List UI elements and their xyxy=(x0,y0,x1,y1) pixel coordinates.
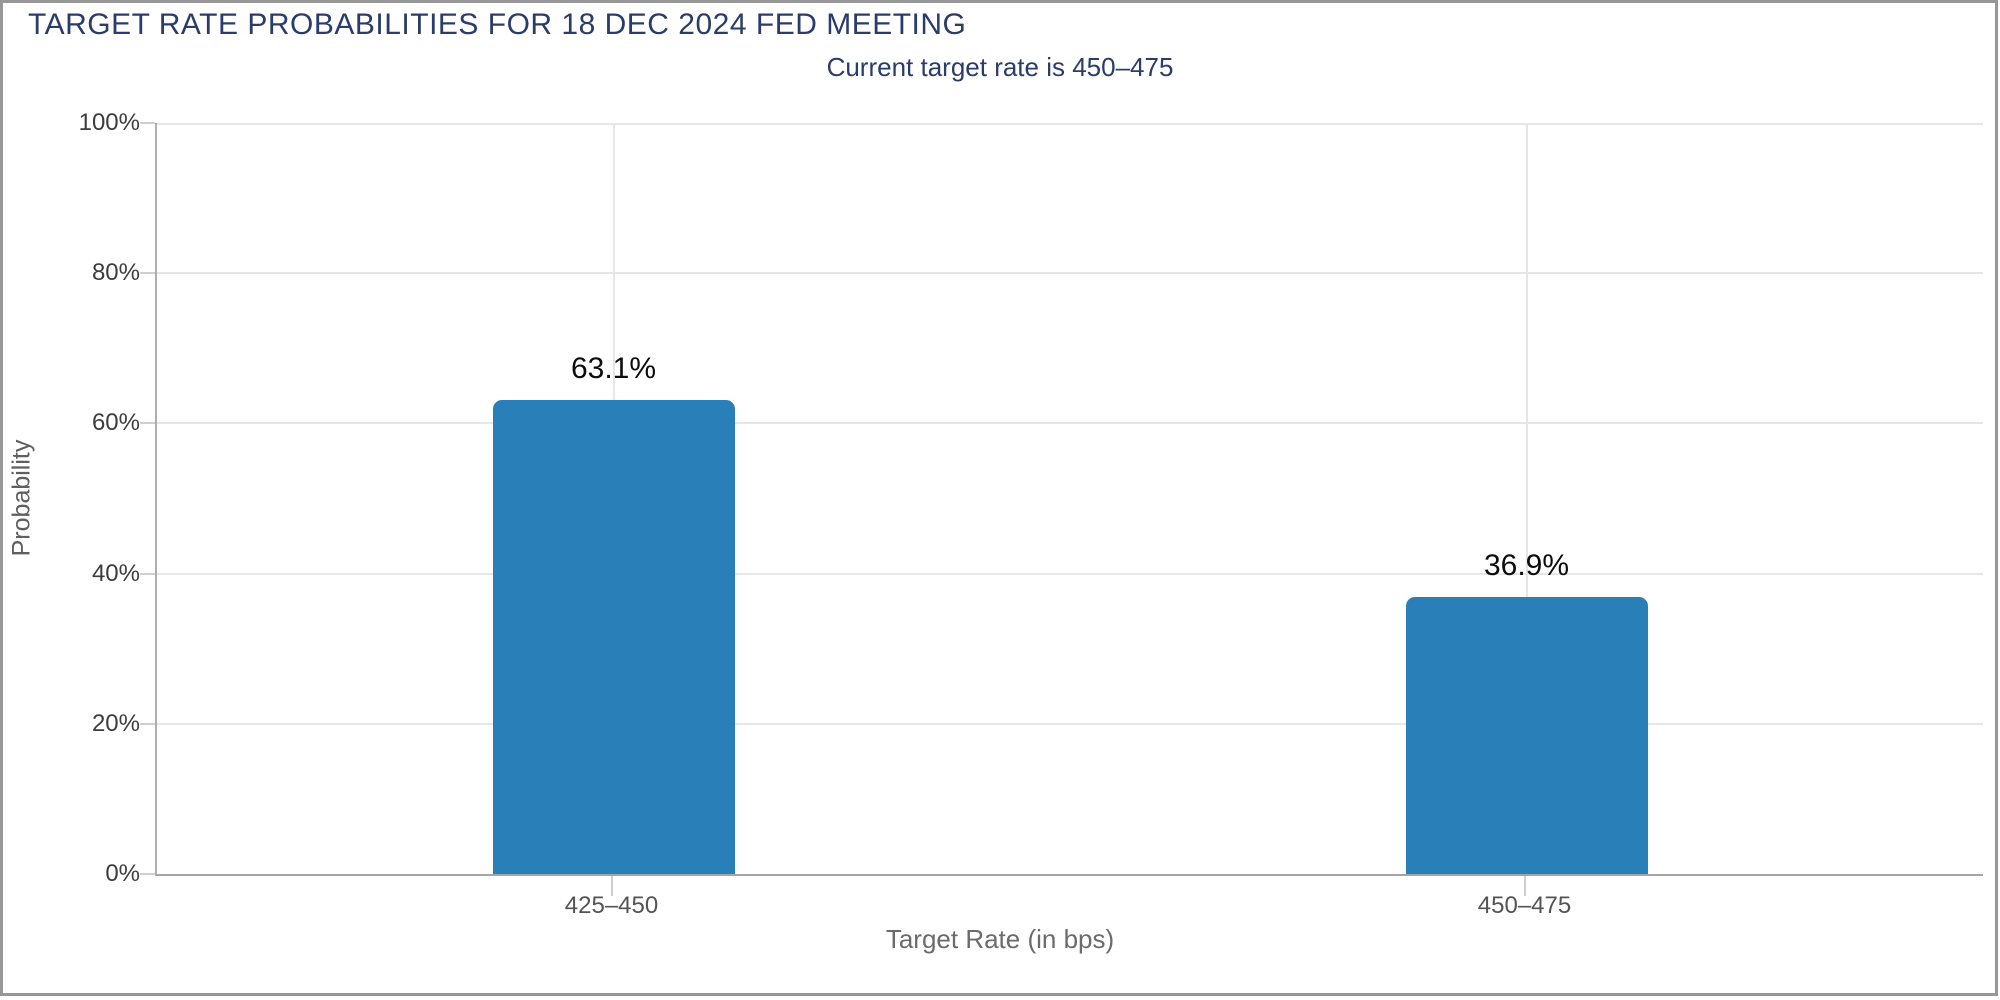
y-axis-tick xyxy=(140,272,155,275)
x-axis-tick xyxy=(610,876,613,896)
x-axis-tick xyxy=(1523,876,1526,896)
y-tick-label: 20% xyxy=(91,709,140,737)
y-axis-tick xyxy=(140,122,155,124)
bar-value-label: 63.1% xyxy=(570,352,657,386)
bar-value-label: 36.9% xyxy=(1483,548,1570,582)
y-tick-label: 40% xyxy=(91,559,140,587)
x-category-label: 425–450 xyxy=(564,892,659,919)
plot-area: 63.1% 36.9% xyxy=(155,123,1983,876)
y-gridline xyxy=(157,123,1983,125)
y-gridline xyxy=(157,572,1983,575)
y-tick-label: 100% xyxy=(78,109,140,136)
x-category-label: 450–475 xyxy=(1477,892,1572,919)
x-axis-title: Target Rate (in bps) xyxy=(885,924,1115,954)
y-gridline xyxy=(157,272,1983,275)
y-tick-label: 60% xyxy=(91,409,140,437)
y-axis-tick xyxy=(140,422,155,425)
chart-title: TARGET RATE PROBABILITIES FOR 18 DEC 202… xyxy=(28,8,967,41)
chart-subtitle: Current target rate is 450–475 xyxy=(826,52,1174,82)
y-gridline xyxy=(157,722,1983,725)
y-gridline xyxy=(157,422,1983,425)
y-axis-tick xyxy=(140,873,155,875)
category-gridline xyxy=(1525,123,1528,874)
y-axis-tick xyxy=(140,722,155,725)
y-tick-label: 80% xyxy=(91,259,140,287)
y-tick-label: 0% xyxy=(105,860,140,887)
probability-bar[interactable] xyxy=(1405,596,1648,874)
probability-bar[interactable] xyxy=(492,400,735,874)
y-axis-title: Probability xyxy=(7,439,36,557)
y-axis-tick xyxy=(140,572,155,575)
